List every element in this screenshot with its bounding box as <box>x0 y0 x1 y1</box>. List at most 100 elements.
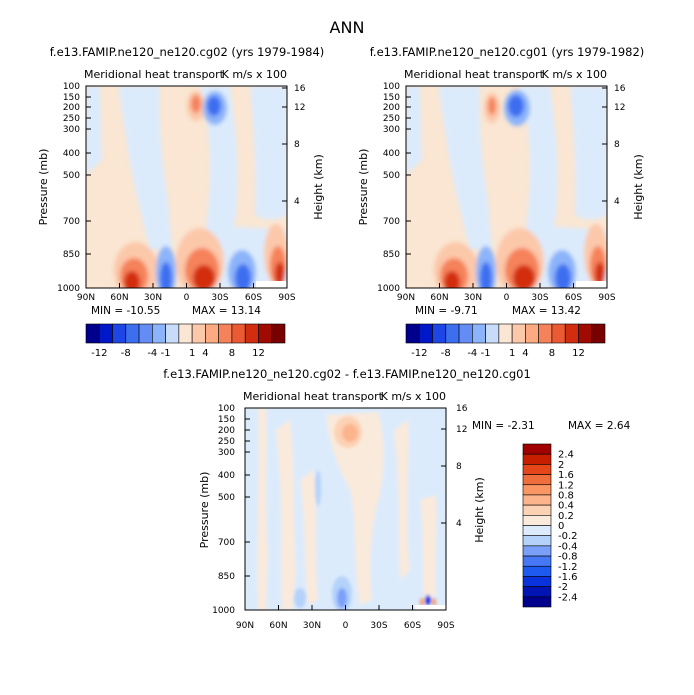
colorbar-panel-2-swatch <box>458 323 473 344</box>
panel-3-x-tick: 90N <box>236 621 254 631</box>
colorbar-panel-2-label: 1 <box>509 348 515 359</box>
colorbar-diff: 2.421.61.20.80.40.20-0.2-0.4-0.8-1.2-1.6… <box>522 443 578 608</box>
panel-3-case-title: f.e13.FAMIP.ne120_ne120.cg02 - f.e13.FAM… <box>163 367 531 381</box>
colorbar-diff-label: -1.6 <box>558 572 578 583</box>
panel-1-x-tick: 30N <box>144 293 162 303</box>
panel-1-y-tick: 700 <box>63 217 80 227</box>
colorbar-panel-2-swatch <box>538 323 553 344</box>
panel-1-x-tick: 30S <box>211 293 228 303</box>
panel-1-height-tick: 16 <box>294 84 306 94</box>
colorbar-panel-1-swatch <box>112 323 127 344</box>
panel-2-subtitle: Meridional heat transport <box>404 68 545 81</box>
colorbar-diff-swatch <box>522 474 552 486</box>
colorbar-panel-2-label: -8 <box>441 348 451 359</box>
colorbar-diff-label: 0.4 <box>558 501 574 512</box>
colorbar-panel-1-swatch <box>191 323 206 344</box>
panel-3-x-tick: 0 <box>343 621 349 631</box>
panel-2-ylabel-right: Height (km) <box>632 154 645 220</box>
colorbar-panel-1-swatch <box>85 323 100 344</box>
colorbar-diff-label: 1.6 <box>558 470 574 481</box>
panel-3-height-tick: 4 <box>456 519 462 529</box>
panel-3-y-axis-right: 16 12 8 4 <box>441 404 468 529</box>
colorbar-diff-swatch <box>522 504 552 516</box>
colorbar-panel-1-label: 12 <box>252 348 265 359</box>
colorbar-panel-1-label: -8 <box>121 348 131 359</box>
colorbar-panel-2-swatch <box>498 323 513 344</box>
panel-1-subtitle: Meridional heat transport <box>84 68 225 81</box>
colorbar-panel-1-label: 1 <box>189 348 195 359</box>
panel-3-y-tick: 850 <box>218 572 235 582</box>
panel-3-y-tick: 1000 <box>212 606 235 616</box>
colorbar-panel-2-label: -4 <box>467 348 477 359</box>
colorbar-panel-1-swatch <box>205 323 219 344</box>
panel-2-x-tick: 60S <box>565 293 582 303</box>
panel-3-max: MAX = 2.64 <box>568 420 631 432</box>
panel-2-y-tick: 700 <box>383 217 400 227</box>
panel-2-min: MIN = -9.71 <box>415 305 478 317</box>
colorbar-diff-swatch <box>522 484 552 496</box>
colorbar-diff-label: 0.8 <box>558 490 574 501</box>
colorbar-panel-1-swatch <box>271 323 286 344</box>
panel-1-y-tick: 400 <box>63 149 80 159</box>
colorbar-diff-label: -0.4 <box>558 541 578 552</box>
panel-1-x-tick: 60N <box>110 293 128 303</box>
panel-2-ylabel: Pressure (mb) <box>357 149 370 226</box>
colorbar-diff-swatch <box>522 565 552 577</box>
panel-1-y-tick: 100 <box>63 82 80 92</box>
panel-2-x-tick: 90N <box>397 293 415 303</box>
colorbar-panel-2-swatch <box>472 323 486 344</box>
panel-1-y-tick: 150 <box>63 93 80 103</box>
panel-1-x-tick: 60S <box>245 293 262 303</box>
colorbar-panel-2: -12 -8 -4 -1 1 4 8 12 <box>405 323 606 359</box>
panel-2-y-axis: 100 150 200 250 300 400 500 700 850 1000 <box>377 82 411 294</box>
panel-3-y-tick: 250 <box>218 437 235 447</box>
panel-2-y-tick: 100 <box>383 82 400 92</box>
colorbar-panel-1-label: -4 <box>147 348 157 359</box>
panel-2-y-tick: 850 <box>383 250 400 260</box>
colorbar-panel-1-swatch <box>258 323 273 344</box>
colorbar-diff-swatch <box>522 555 552 567</box>
colorbar-panel-1-swatch <box>152 323 166 344</box>
colorbar-panel-2-label: 12 <box>572 348 585 359</box>
colorbar-panel-2-swatch <box>511 323 526 344</box>
colorbar-diff-swatch <box>522 515 552 526</box>
panel-1-y-axis: 100 150 200 250 300 400 500 700 850 1000 <box>57 82 91 294</box>
colorbar-panel-1-swatch <box>98 323 113 344</box>
colorbar-panel-1-label: -1 <box>161 348 171 359</box>
panel-2-height-tick: 16 <box>614 84 626 94</box>
colorbar-diff-label: -2.4 <box>558 592 578 603</box>
panel-2-y-axis-right: 16 12 8 4 <box>602 84 626 207</box>
panel-3: f.e13.FAMIP.ne120_ne120.cg02 - f.e13.FAM… <box>163 367 630 631</box>
panel-3-y-tick: 100 <box>218 404 235 414</box>
panel-1-max: MAX = 13.14 <box>192 305 261 317</box>
panel-2-y-tick: 250 <box>383 114 400 124</box>
panel-2-height-tick: 12 <box>614 103 625 113</box>
colorbar-diff-swatch <box>522 535 552 547</box>
panel-3-x-tick: 60S <box>404 621 421 631</box>
panel-3-height-tick: 12 <box>456 425 467 435</box>
panel-1-y-tick: 500 <box>63 171 80 181</box>
colorbar-panel-1-swatch <box>231 323 246 344</box>
colorbar-panel-2-swatch <box>564 323 579 344</box>
colorbar-diff-label: 0 <box>558 521 564 532</box>
panel-1-units: K m/s x 100 <box>222 68 287 81</box>
colorbar-diff-swatch <box>522 586 552 598</box>
colorbar-panel-1-swatch <box>178 323 193 344</box>
colorbar-panel-1-swatch <box>138 323 153 344</box>
panel-3-y-tick: 700 <box>218 538 235 548</box>
colorbar-panel-2-label: 4 <box>522 348 528 359</box>
panel-1-y-tick: 300 <box>63 125 80 135</box>
colorbar-panel-2-swatch <box>525 323 539 344</box>
panel-2-x-tick: 30N <box>464 293 482 303</box>
panel-2-y-tick: 500 <box>383 171 400 181</box>
colorbar-diff-swatch <box>522 525 552 536</box>
colorbar-diff-label: 2.4 <box>558 450 574 461</box>
panel-2-height-tick: 4 <box>614 197 620 207</box>
colorbar-panel-2-label: -12 <box>411 348 427 359</box>
colorbar-diff-label: -0.8 <box>558 552 578 563</box>
panel-3-height-tick: 16 <box>456 404 468 414</box>
colorbar-panel-1-label: -12 <box>91 348 107 359</box>
panel-2-height-tick: 8 <box>614 140 620 150</box>
panel-3-min: MIN = -2.31 <box>472 420 535 432</box>
